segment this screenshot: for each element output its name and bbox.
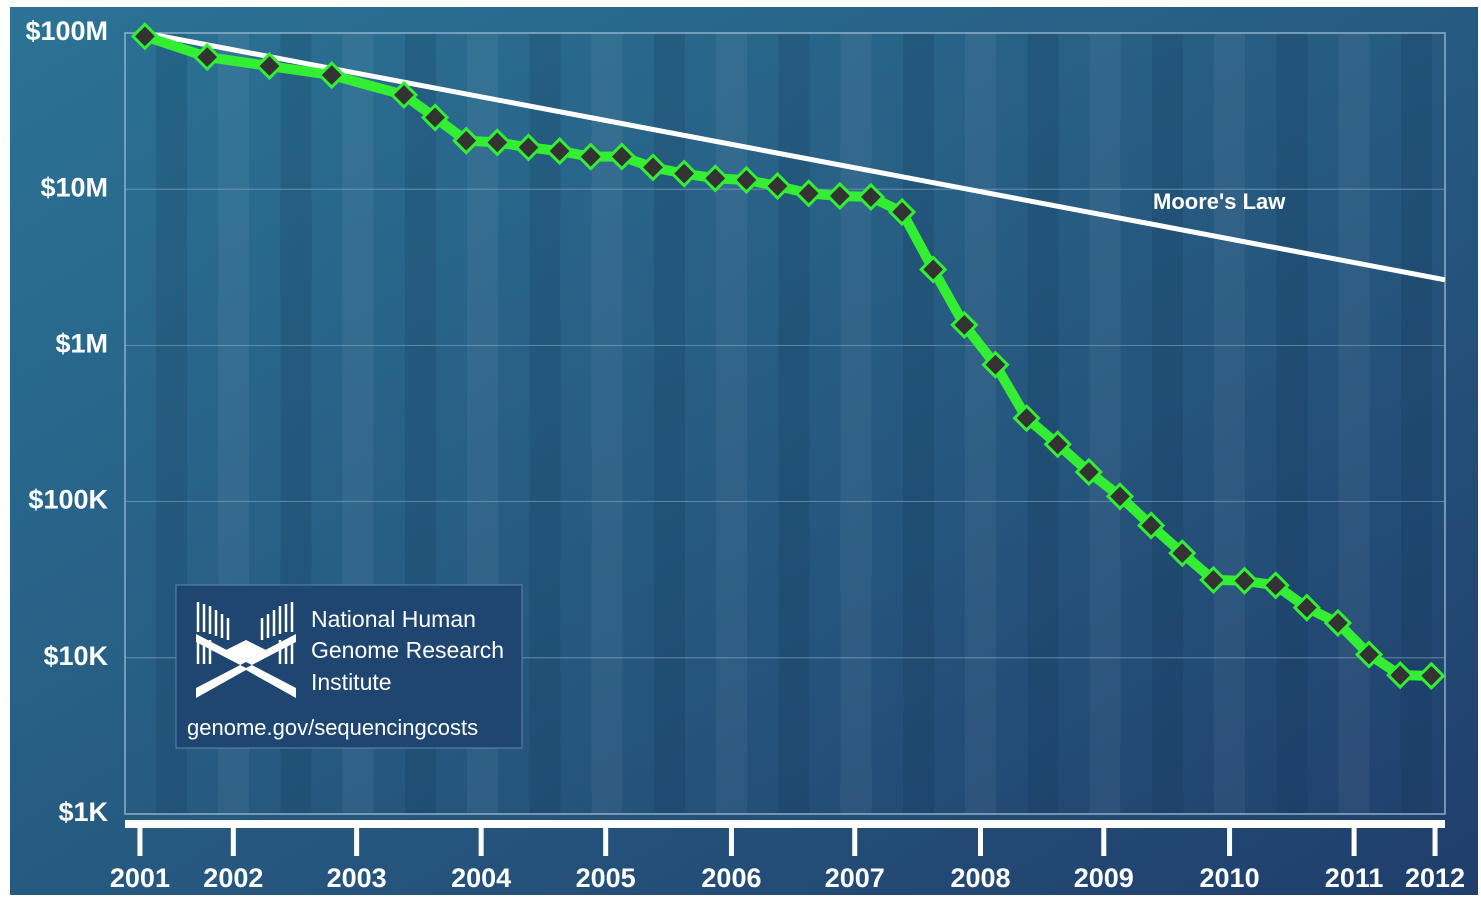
marker	[919, 255, 948, 284]
logo-box	[175, 584, 523, 749]
x-tick-label: 2001	[110, 863, 170, 893]
series-line	[144, 30, 1446, 283]
marker	[255, 51, 284, 81]
marker	[1230, 566, 1259, 595]
logo-x	[196, 634, 296, 698]
x-tick-label: 2007	[825, 863, 885, 893]
marker	[794, 179, 823, 208]
y-tick-label: $10M	[40, 172, 108, 202]
marker	[545, 136, 574, 166]
logo-icon	[196, 602, 294, 664]
marker	[763, 171, 792, 201]
marker	[452, 126, 481, 155]
x-tick-label: 2006	[701, 863, 761, 893]
logo-diamond	[226, 640, 266, 660]
x-tick-label: 2004	[451, 863, 511, 893]
logo-text: Institute	[311, 669, 392, 695]
marker	[607, 142, 636, 171]
x-tick-label: 2005	[576, 863, 636, 893]
marker	[420, 103, 450, 132]
marker	[1043, 430, 1072, 459]
marker	[389, 80, 419, 110]
marker	[130, 22, 160, 51]
marker	[483, 128, 512, 157]
y-tick-label: $1M	[55, 329, 108, 359]
x-tick-label: 2008	[950, 863, 1010, 893]
marker	[193, 42, 222, 72]
marker	[1417, 661, 1446, 690]
logo-text: National Human	[311, 606, 476, 632]
x-tick-label: 2012	[1405, 863, 1465, 893]
x-tick-label: 2003	[327, 863, 387, 893]
marker	[1261, 571, 1290, 600]
marker	[856, 182, 886, 212]
marker	[317, 60, 346, 90]
y-tick-label: $100K	[28, 485, 108, 515]
logo-text: Genome Research	[311, 637, 504, 663]
marker	[638, 153, 668, 182]
marker	[576, 142, 605, 171]
y-tick-label: $1K	[58, 797, 108, 827]
marker	[1105, 482, 1135, 511]
marker	[1354, 640, 1384, 669]
x-tick-label: 2011	[1325, 863, 1384, 893]
marker	[701, 164, 730, 193]
marker	[1012, 403, 1041, 433]
x-tick-label: 2009	[1074, 863, 1134, 893]
marker	[825, 181, 854, 211]
logo-url: genome.gov/sequencingcosts	[187, 715, 478, 740]
series-label: Moore's Law	[1153, 189, 1286, 214]
marker	[670, 159, 699, 188]
logo: National Human Genome Research Institute…	[175, 584, 523, 749]
marker	[1074, 457, 1103, 487]
x-tick-label: 2010	[1200, 863, 1260, 893]
marker	[1199, 565, 1228, 595]
x-axis	[125, 820, 1445, 828]
y-tick-label: $10K	[43, 641, 108, 671]
marker	[732, 165, 761, 195]
marker	[1292, 593, 1321, 622]
marker	[1168, 539, 1197, 568]
x-tick-label: 2002	[203, 863, 263, 893]
marker	[1323, 608, 1353, 638]
marker	[981, 350, 1010, 379]
marker	[514, 133, 543, 162]
marker	[1136, 511, 1166, 540]
marker	[1386, 661, 1415, 690]
y-tick-label: $100M	[25, 16, 108, 46]
marker	[950, 310, 979, 340]
marker	[887, 197, 917, 227]
